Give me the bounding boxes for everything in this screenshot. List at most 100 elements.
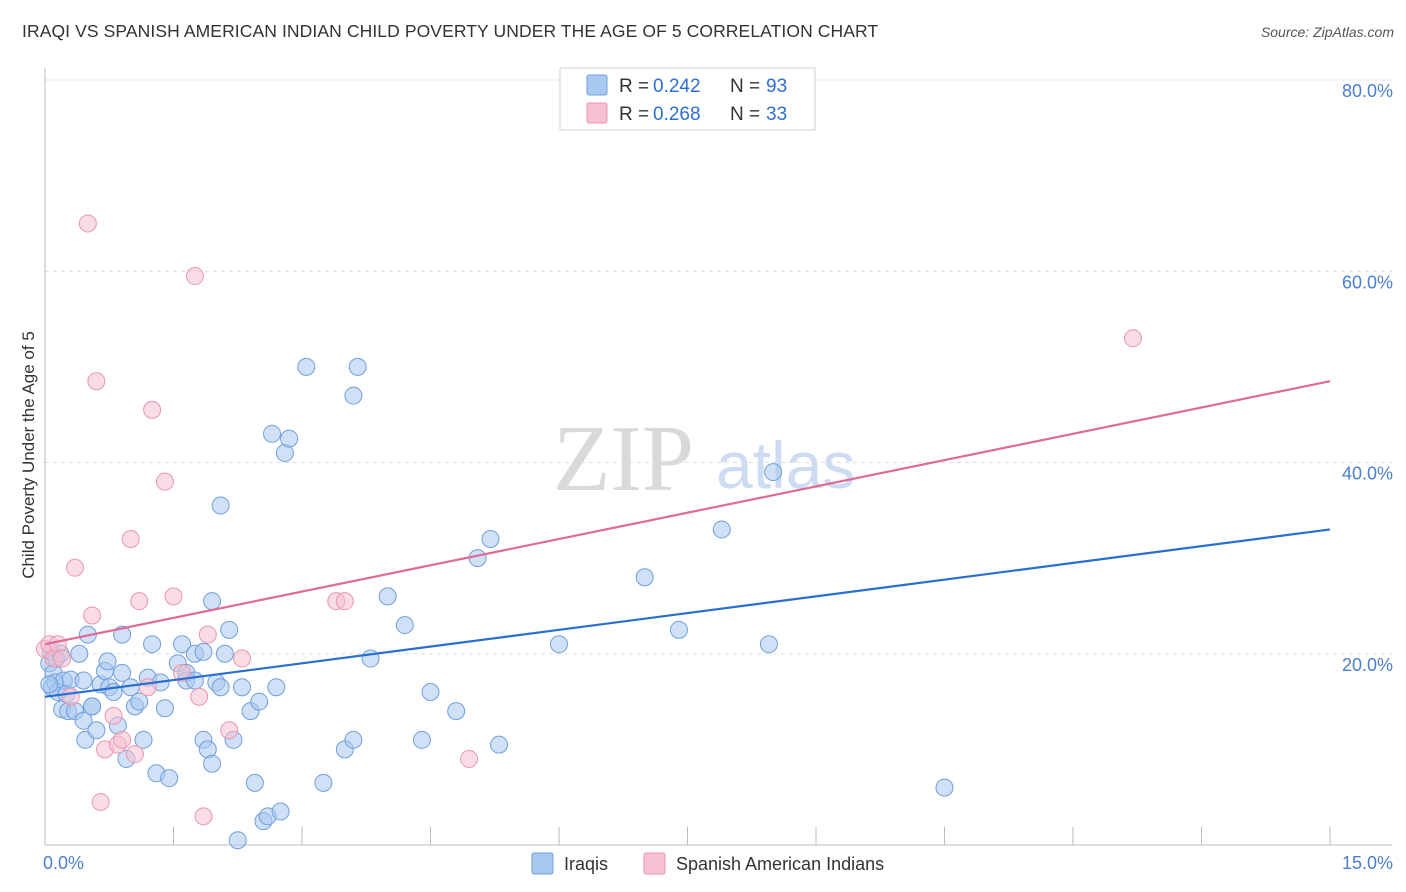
- legend-swatch-spanish: [586, 102, 608, 124]
- legend-n-label-spanish: N =: [730, 104, 760, 125]
- iraqis-point: [83, 697, 102, 716]
- iraqis-point: [481, 530, 500, 548]
- spanish-point: [65, 558, 84, 577]
- iraqis-point: [490, 735, 509, 754]
- iraqis-point: [211, 496, 230, 515]
- spanish-point: [87, 372, 106, 391]
- x-tick-labels: 0.0% 15.0%: [43, 853, 1393, 873]
- legend-n-value-iraqis: 93: [766, 76, 787, 97]
- grid-lines: [45, 79, 1392, 655]
- iraqis-point: [280, 429, 299, 448]
- y-tick-label: 80.0%: [1342, 81, 1393, 101]
- iraqis-point: [143, 635, 162, 654]
- bottom-legend-label-iraqis: Iraqis: [564, 854, 608, 874]
- iraqis-point: [421, 683, 440, 701]
- iraqis-point: [759, 635, 778, 654]
- iraqis-point: [173, 635, 192, 654]
- iraqis-point: [228, 831, 247, 850]
- spanish-point: [173, 663, 192, 682]
- spanish-point: [138, 678, 157, 697]
- iraqis-point: [635, 568, 654, 587]
- iraqis-point: [98, 652, 117, 671]
- iraqis-point: [764, 463, 783, 482]
- iraqis-point: [155, 699, 174, 718]
- trend-lines: [44, 380, 1331, 698]
- iraqis-point: [113, 663, 132, 682]
- iraqis-point: [348, 357, 367, 376]
- iraqis-point: [203, 592, 222, 611]
- spanish-point: [113, 730, 132, 749]
- spanish-point: [104, 706, 123, 725]
- iraqis-point: [203, 754, 222, 773]
- iraqis-point: [263, 424, 282, 443]
- legend-r-value-spanish: 0.268: [653, 104, 701, 125]
- trend-line-iraqis: [44, 528, 1331, 698]
- legend-n-label-iraqis: N =: [730, 76, 760, 97]
- iraqis-point: [669, 620, 688, 639]
- iraqis-point: [712, 520, 731, 539]
- x-tick-label: 0.0%: [43, 853, 84, 873]
- legend-r-label-spanish: R =: [619, 104, 649, 125]
- iraqis-point: [550, 635, 568, 654]
- watermark-atlas: atlas: [716, 428, 855, 502]
- spanish-point: [335, 592, 354, 611]
- spanish-point: [78, 214, 97, 233]
- spanish-point: [233, 649, 252, 668]
- spanish-point: [83, 606, 102, 625]
- spanish-point: [53, 649, 72, 668]
- chart-title: IRAQI VS SPANISH AMERICAN INDIAN CHILD P…: [22, 21, 879, 41]
- bottom-legend-swatch-iraqis: [531, 852, 554, 875]
- iraqis-point: [935, 778, 954, 797]
- iraqis-point: [215, 644, 234, 663]
- iraqis-point: [245, 773, 264, 792]
- axes: [44, 68, 1392, 846]
- spanish-point: [91, 792, 110, 811]
- iraqis-point: [395, 616, 414, 635]
- iraqis-point: [40, 675, 59, 694]
- iraqis-point: [297, 357, 316, 376]
- iraqis-point: [233, 678, 252, 697]
- spanish-point: [220, 721, 239, 740]
- legend-n-value-spanish: 33: [766, 104, 787, 125]
- spanish-point: [155, 472, 174, 491]
- iraqis-point: [74, 711, 93, 730]
- spanish-point: [143, 400, 162, 419]
- spanish-point: [164, 587, 183, 606]
- iraqis-point: [314, 773, 333, 792]
- series-spanish-points: [36, 214, 1142, 826]
- source-credit: Source: ZipAtlas.com: [1260, 24, 1394, 40]
- iraqis-point: [447, 702, 466, 721]
- iraqis-point: [220, 620, 239, 639]
- spanish-point: [1123, 329, 1142, 348]
- bottom-legend-label-spanish: Spanish American Indians: [676, 854, 884, 874]
- iraqis-point: [74, 671, 93, 690]
- legend-r-label-iraqis: R =: [619, 76, 649, 97]
- iraqis-point: [211, 678, 230, 697]
- series-legend: Iraqis Spanish American Indians: [531, 852, 884, 875]
- iraqis-point: [134, 730, 153, 749]
- iraqis-point: [267, 678, 286, 697]
- bottom-legend-swatch-spanish: [643, 852, 666, 875]
- iraqis-point: [271, 802, 290, 821]
- legend-swatch-iraqis: [586, 74, 608, 96]
- correlation-legend: R = 0.242 N = 93 R = 0.268 N = 33: [559, 67, 816, 131]
- spanish-point: [121, 530, 140, 548]
- iraqis-point: [87, 721, 106, 740]
- iraqis-point: [194, 642, 213, 661]
- spanish-point: [460, 749, 479, 768]
- iraqis-point: [412, 730, 431, 749]
- spanish-point: [130, 592, 149, 611]
- y-tick-label: 20.0%: [1342, 655, 1393, 675]
- iraqis-point: [70, 644, 89, 663]
- legend-r-value-iraqis: 0.242: [653, 76, 701, 97]
- iraqis-point: [160, 769, 179, 788]
- spanish-point: [190, 687, 209, 706]
- iraqis-point: [378, 587, 397, 606]
- iraqis-point: [130, 692, 149, 711]
- y-axis-label: Child Poverty Under the Age of 5: [19, 331, 38, 579]
- spanish-point: [194, 807, 213, 826]
- watermark: ZIP atlas: [553, 407, 855, 511]
- spanish-point: [185, 267, 204, 286]
- iraqis-point: [250, 692, 269, 711]
